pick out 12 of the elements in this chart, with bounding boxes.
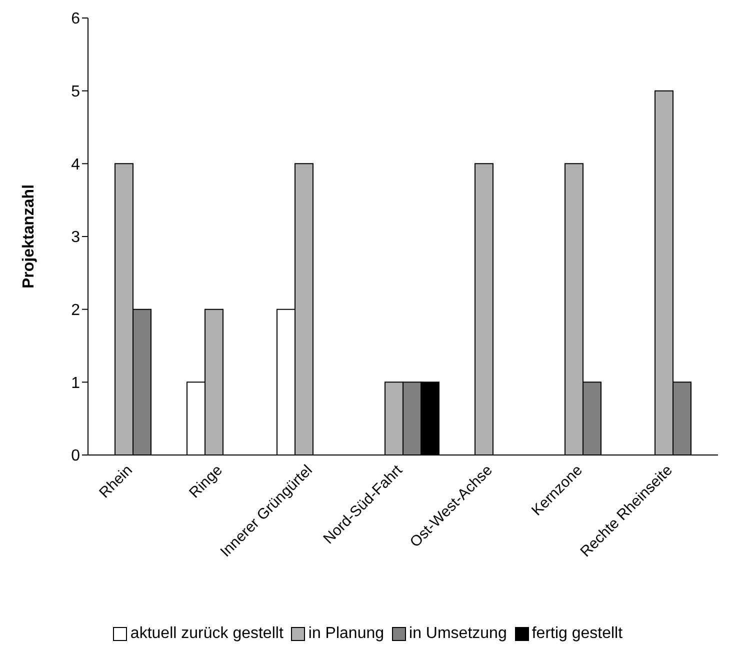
y-axis-title: Projektanzahl (20, 184, 38, 289)
y-tick-label: 1 (71, 374, 80, 392)
y-tick-label: 6 (71, 10, 80, 28)
y-tick-label: 4 (71, 156, 80, 174)
y-tick-label: 0 (71, 448, 80, 465)
legend-label: aktuell zurück gestellt (130, 625, 284, 643)
legend-label: in Umsetzung (409, 625, 507, 643)
legend-label: in Planung (308, 625, 384, 643)
y-tick-label: 5 (71, 84, 80, 101)
legend-label: fertig gestellt (532, 625, 623, 643)
y-tick-label: 2 (71, 302, 80, 320)
y-tick-label: 3 (71, 229, 80, 246)
